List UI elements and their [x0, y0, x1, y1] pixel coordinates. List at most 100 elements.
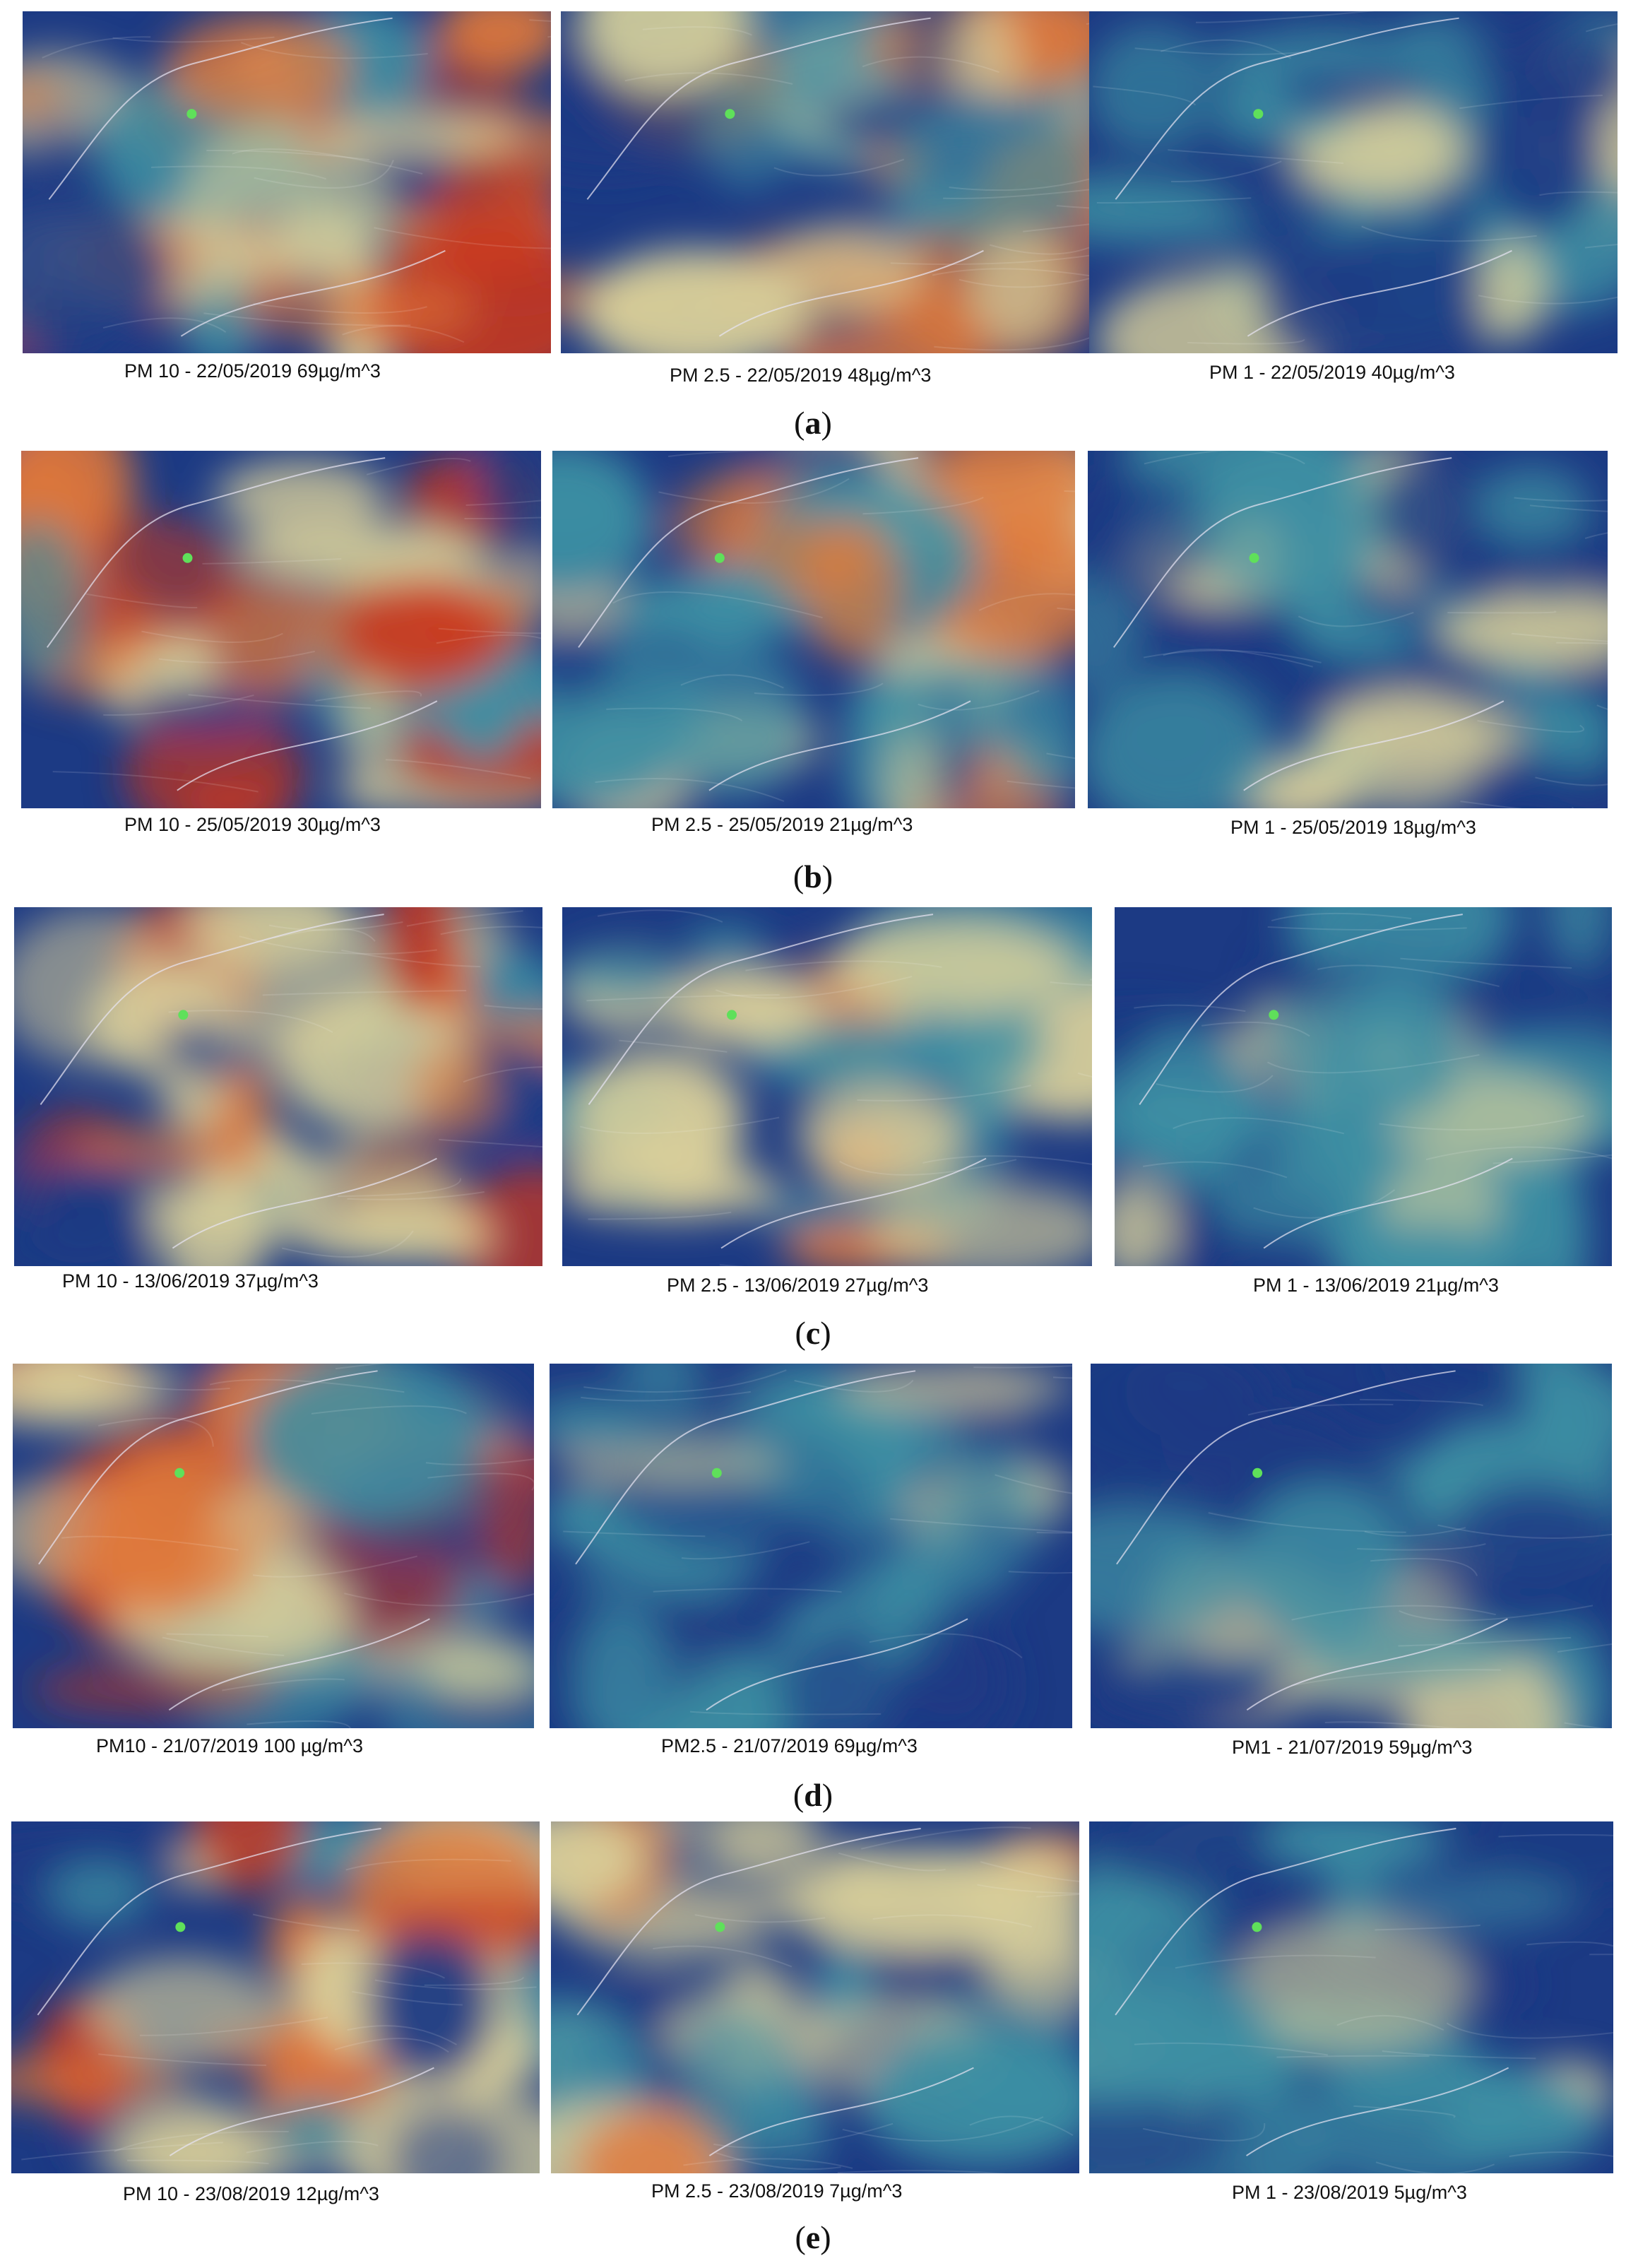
- concentration-blob: [903, 1608, 1007, 1717]
- concentration-blob: [23, 196, 172, 353]
- concentration-blob: [1530, 1157, 1589, 1266]
- caption-pm10-d: PM10 - 21/07/2019 100 µg/m^3: [96, 1735, 363, 1756]
- station-marker: [182, 553, 193, 563]
- wind-streamline: [139, 2016, 328, 2036]
- wind-streamline: [1370, 1558, 1478, 1576]
- wind-streamline: [352, 1990, 463, 2006]
- map-pm10-b: [21, 451, 541, 808]
- pollution-map-image: [551, 1821, 1079, 2173]
- concentration-blob: [1213, 1158, 1405, 1246]
- map-pm10-e: [11, 1821, 540, 2173]
- concentration-blob: [165, 13, 352, 123]
- concentration-blob: [574, 1048, 744, 1183]
- coastline: [588, 914, 987, 1249]
- concentration-blob: [29, 1166, 150, 1266]
- wind-streamline: [1364, 1527, 1466, 1537]
- map-pm10-d: [13, 1364, 534, 1728]
- concentration-blob: [654, 639, 807, 799]
- wind-streamline: [1134, 2042, 1329, 2056]
- caption-pm25-b: PM 2.5 - 25/05/2019 21µg/m^3: [651, 814, 913, 835]
- concentration-blob: [713, 1821, 819, 1871]
- coastline: [1139, 914, 1513, 1249]
- wind-streamline: [857, 1085, 1032, 1101]
- wind-streamline: [683, 2158, 853, 2169]
- wind-streamline: [1526, 1941, 1613, 1947]
- wind-streamline: [1336, 2014, 1444, 2031]
- coastline: [48, 17, 446, 337]
- wind-streamline: [949, 178, 1089, 191]
- wind-streamline: [78, 1374, 230, 1391]
- map-pm1-e: [1089, 1821, 1613, 2173]
- wind-streamline: [773, 158, 905, 177]
- wind-streamline: [253, 302, 427, 314]
- wind-streamline: [239, 935, 437, 955]
- wind-streamline: [861, 1826, 1031, 1850]
- pollution-map-image: [11, 1821, 540, 2173]
- wind-streamline: [463, 1066, 542, 1083]
- station-marker: [1253, 109, 1264, 119]
- station-marker: [175, 1922, 186, 1932]
- map-pm25-d: [550, 1364, 1072, 1728]
- concentration-blob: [1259, 226, 1497, 353]
- concentration-blob: [1485, 24, 1618, 123]
- wind-streamline: [1493, 1154, 1612, 1164]
- station-marker: [1252, 1922, 1262, 1932]
- wind-streamline: [254, 160, 394, 189]
- wind-streamline: [890, 1518, 1072, 1533]
- wind-streamline: [995, 1474, 1072, 1494]
- concentration-blob: [23, 75, 64, 118]
- wind-streamline: [989, 244, 1089, 255]
- wind-streamline: [1290, 1669, 1501, 1687]
- wind-streamline: [335, 1364, 387, 1370]
- wind-streamline: [374, 1979, 537, 1990]
- wind-streamline: [273, 928, 376, 942]
- wind-streamline: [262, 990, 467, 996]
- station-marker: [715, 1922, 725, 1932]
- wind-streamline: [1584, 532, 1608, 539]
- wind-streamline: [754, 683, 884, 696]
- wind-streamline: [713, 2122, 894, 2149]
- wind-streamline: [680, 674, 784, 689]
- concentration-blob: [1088, 674, 1276, 808]
- wind-streamline: [1143, 649, 1322, 663]
- wind-streamline: [1036, 1893, 1079, 1898]
- concentration-blob: [826, 922, 1076, 1015]
- wind-streamline: [1168, 149, 1343, 164]
- wind-streamline: [579, 1116, 780, 1135]
- map-pm25-a: [561, 11, 1089, 353]
- concentration-blob: [1175, 1100, 1233, 1180]
- wind-streamline: [334, 2038, 449, 2053]
- wind-streamline: [839, 1159, 1017, 1176]
- wind-streamline: [1142, 2122, 1266, 2142]
- wind-streamline: [1036, 1532, 1072, 1534]
- wind-streamline: [1478, 295, 1618, 305]
- concentration-blob: [336, 579, 510, 690]
- concentration-blob: [379, 907, 460, 1012]
- wind-streamline: [21, 2142, 223, 2161]
- wind-streamline: [1584, 243, 1618, 249]
- caption-pm1-b: PM 1 - 25/05/2019 18µg/m^3: [1230, 817, 1476, 838]
- station-marker: [186, 109, 197, 119]
- wind-streamline: [484, 1005, 542, 1010]
- wind-streamline: [158, 650, 315, 663]
- wind-streamline: [1195, 11, 1375, 23]
- wind-streamline: [98, 1417, 214, 1447]
- coastline: [586, 17, 984, 337]
- concentration-blob: [861, 2030, 1079, 2167]
- wind-streamline: [1557, 1643, 1612, 1653]
- concentration-blob: [1232, 1916, 1473, 2052]
- concentration-blob: [477, 1481, 534, 1592]
- concentration-blob: [1091, 1505, 1252, 1636]
- wind-streamline: [1398, 1636, 1572, 1647]
- wind-streamline: [1529, 504, 1608, 512]
- wind-streamline: [436, 634, 541, 644]
- concentration-blob: [128, 686, 282, 731]
- wind-streamline: [281, 1230, 414, 1258]
- concentration-blob: [1209, 33, 1430, 78]
- caption-pm10-b: PM 10 - 25/05/2019 30µg/m^3: [124, 814, 381, 835]
- wind-streamline: [1096, 197, 1252, 204]
- wind-streamline: [85, 593, 198, 608]
- wind-streamline: [715, 976, 913, 999]
- wind-streamline: [978, 593, 1075, 611]
- caption-pm10-a: PM 10 - 22/05/2019 69µg/m^3: [124, 360, 381, 382]
